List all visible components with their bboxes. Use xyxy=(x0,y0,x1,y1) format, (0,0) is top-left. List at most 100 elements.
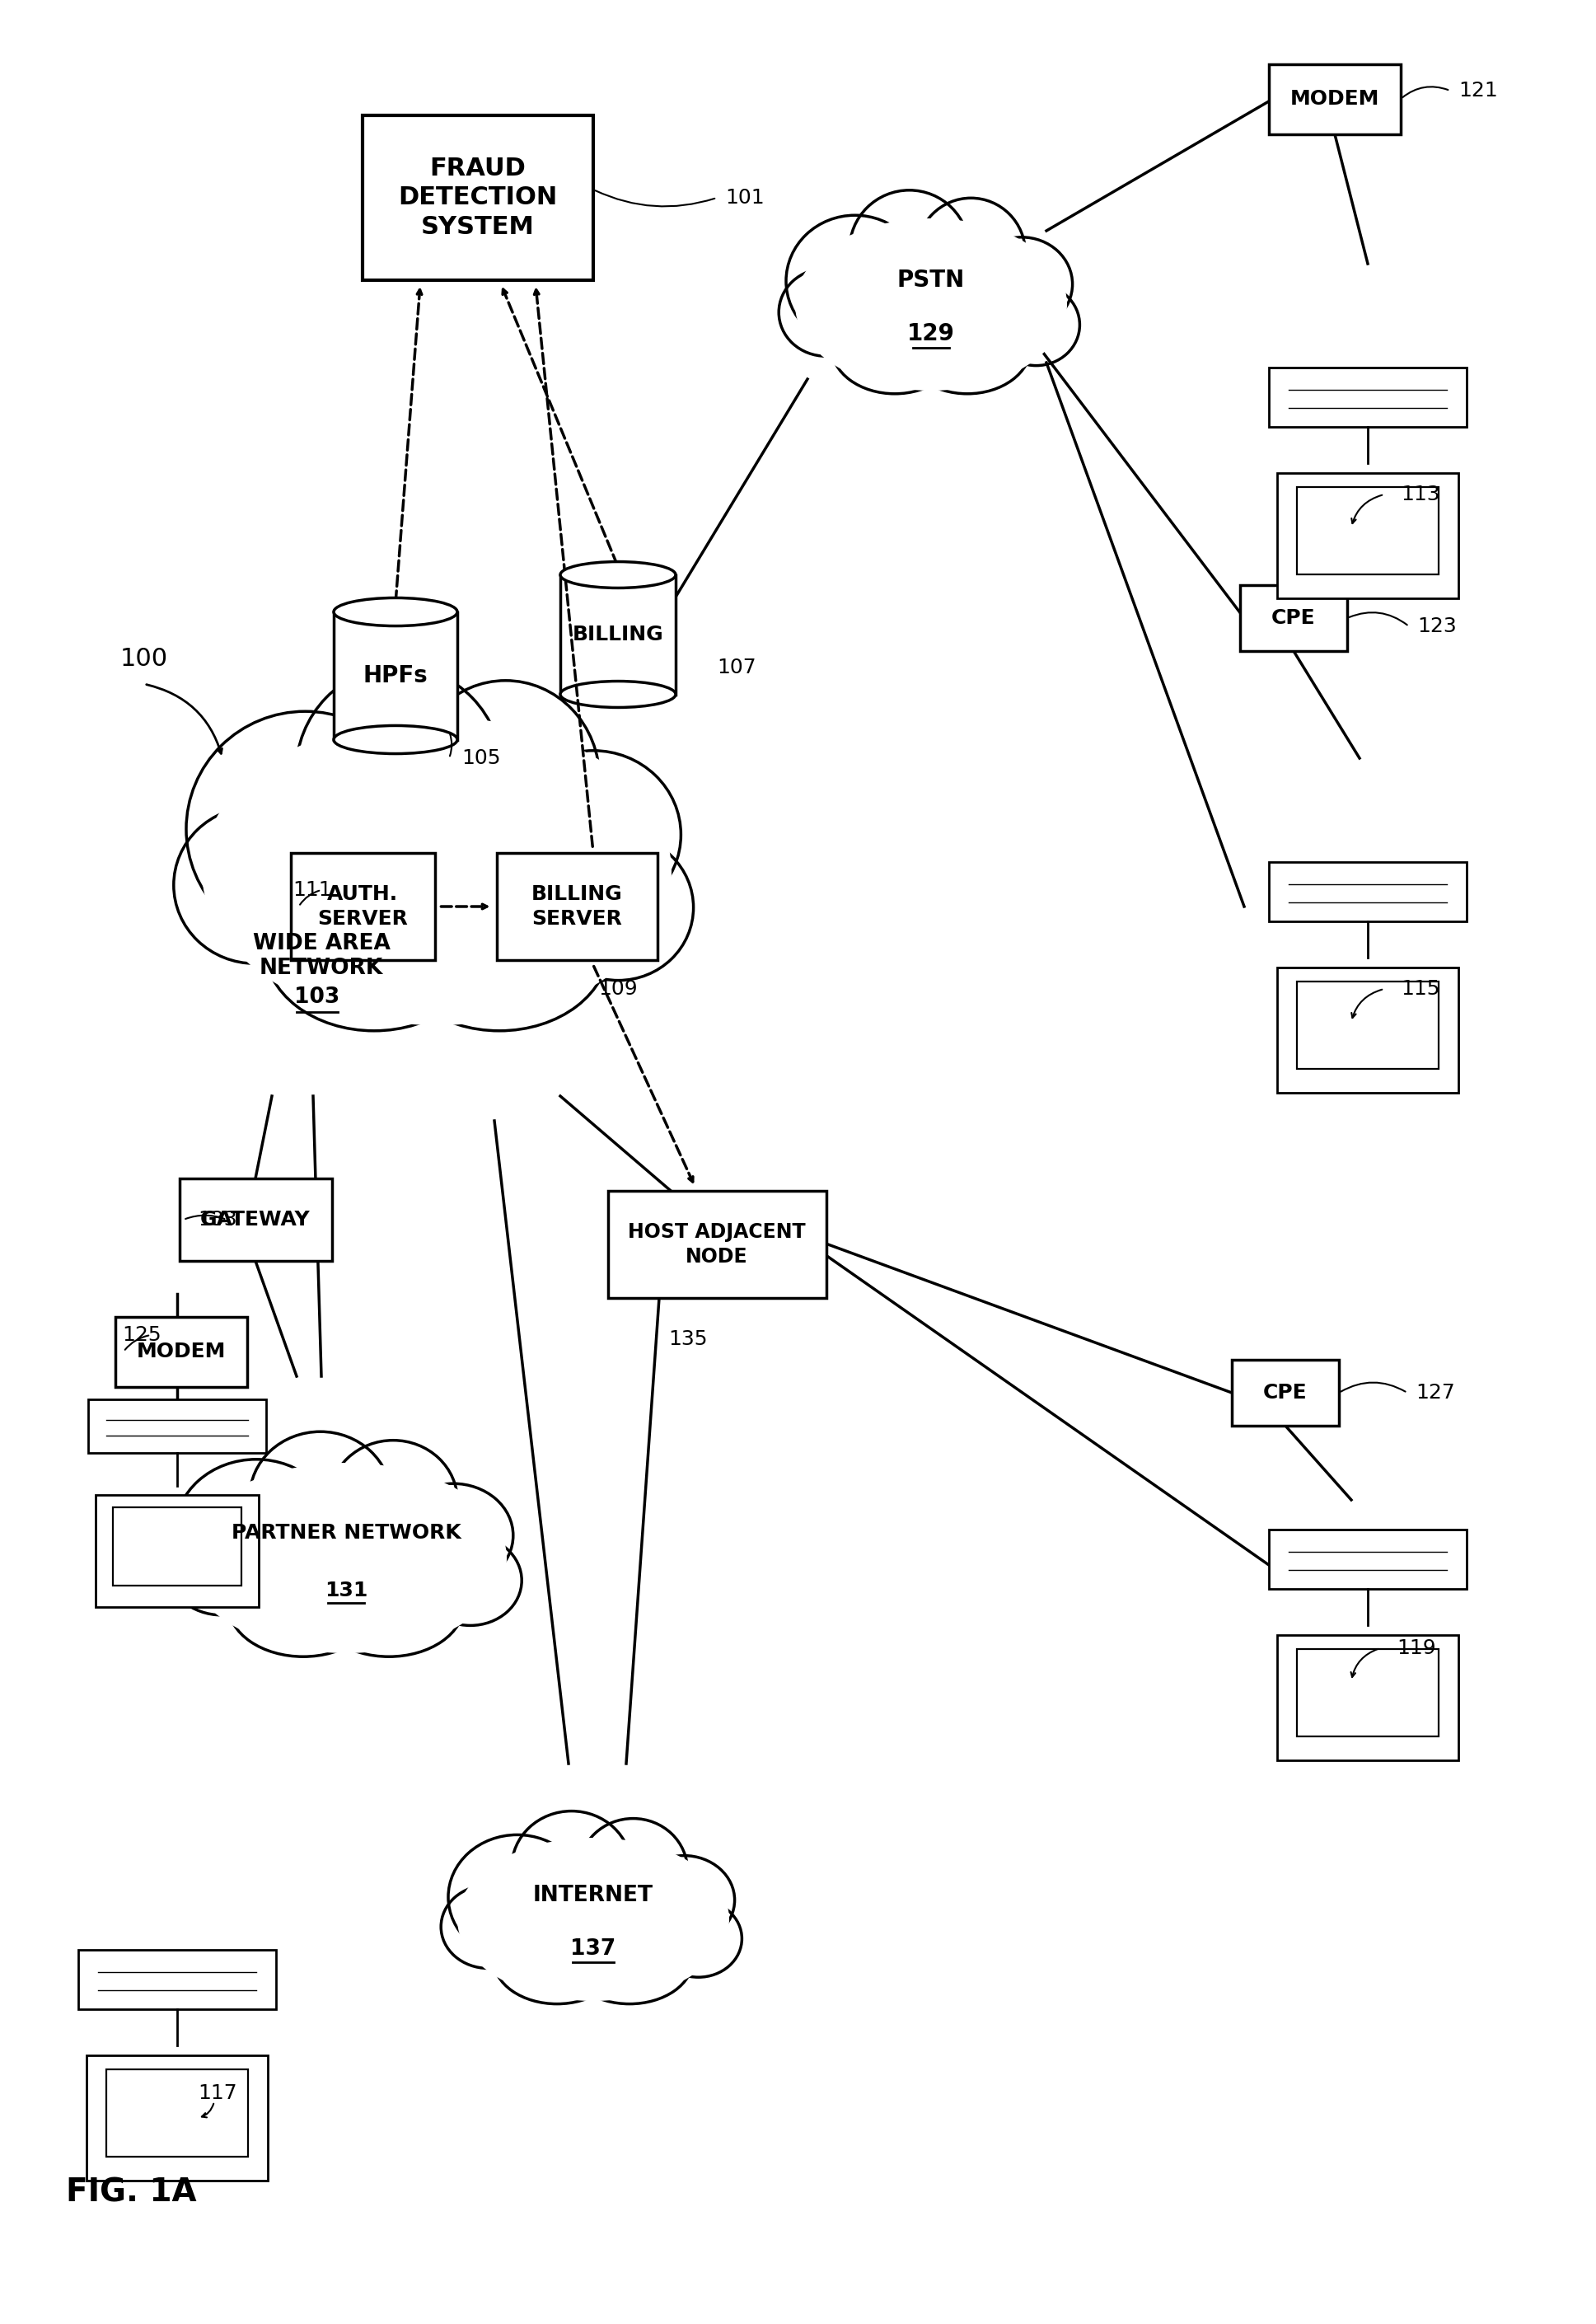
Ellipse shape xyxy=(295,667,503,878)
Bar xyxy=(115,1315,247,1387)
Ellipse shape xyxy=(249,1432,391,1564)
Ellipse shape xyxy=(187,711,425,946)
Ellipse shape xyxy=(903,300,1031,393)
Ellipse shape xyxy=(970,237,1073,330)
Bar xyxy=(113,1506,241,1585)
Ellipse shape xyxy=(543,834,693,981)
Bar xyxy=(362,116,594,281)
Bar xyxy=(107,2068,247,2157)
Ellipse shape xyxy=(440,1885,535,1968)
Ellipse shape xyxy=(185,1462,508,1652)
Text: CPE: CPE xyxy=(1264,1383,1307,1404)
Bar xyxy=(1298,1648,1438,1736)
Text: 100: 100 xyxy=(120,648,168,672)
Bar xyxy=(96,1494,259,1608)
Ellipse shape xyxy=(560,681,675,706)
Text: 119: 119 xyxy=(1396,1638,1436,1657)
Ellipse shape xyxy=(567,1915,693,2003)
Text: 109: 109 xyxy=(598,978,637,999)
Text: MODEM: MODEM xyxy=(137,1341,227,1362)
Text: INTERNET: INTERNET xyxy=(533,1885,653,1906)
Bar xyxy=(1269,63,1401,135)
Text: HOST ADJACENT
NODE: HOST ADJACENT NODE xyxy=(627,1222,806,1267)
Text: 101: 101 xyxy=(725,188,764,207)
Text: PARTNER NETWORK: PARTNER NETWORK xyxy=(231,1522,461,1543)
Ellipse shape xyxy=(493,1915,621,2003)
Ellipse shape xyxy=(314,1552,464,1657)
Text: 137: 137 xyxy=(570,1938,616,1959)
Ellipse shape xyxy=(560,562,675,588)
Text: GATEWAY: GATEWAY xyxy=(201,1211,311,1229)
Text: MODEM: MODEM xyxy=(1290,88,1379,109)
Ellipse shape xyxy=(448,1836,586,1959)
Bar xyxy=(334,611,458,739)
Text: 117: 117 xyxy=(198,2082,236,2103)
Text: 125: 125 xyxy=(121,1325,161,1346)
Ellipse shape xyxy=(265,862,484,1032)
Ellipse shape xyxy=(174,806,337,964)
Bar xyxy=(1269,1529,1467,1590)
Ellipse shape xyxy=(418,1536,522,1624)
Ellipse shape xyxy=(795,218,1068,390)
Ellipse shape xyxy=(634,1855,734,1945)
Text: FRAUD
DETECTION
SYSTEM: FRAUD DETECTION SYSTEM xyxy=(399,156,557,239)
Text: 103: 103 xyxy=(294,985,340,1009)
Ellipse shape xyxy=(849,191,969,309)
Bar xyxy=(86,2054,268,2180)
Ellipse shape xyxy=(174,1459,337,1604)
Ellipse shape xyxy=(512,1810,632,1924)
Text: 123: 123 xyxy=(1417,616,1457,637)
Ellipse shape xyxy=(787,216,924,346)
Bar xyxy=(1277,1636,1459,1759)
Ellipse shape xyxy=(389,862,610,1032)
Ellipse shape xyxy=(334,597,458,625)
Ellipse shape xyxy=(458,1838,729,2001)
Ellipse shape xyxy=(916,198,1025,307)
Bar xyxy=(1277,967,1459,1092)
Bar xyxy=(290,853,434,960)
Bar xyxy=(1269,862,1467,920)
Text: 131: 131 xyxy=(324,1580,367,1601)
Bar xyxy=(1269,367,1467,428)
Text: 135: 135 xyxy=(669,1329,707,1348)
Text: BILLING: BILLING xyxy=(573,625,664,644)
Ellipse shape xyxy=(506,751,681,918)
Ellipse shape xyxy=(832,300,958,393)
Bar xyxy=(88,1399,267,1452)
Bar xyxy=(560,574,675,695)
Text: AUTH.
SERVER: AUTH. SERVER xyxy=(318,885,409,930)
Text: WIDE AREA
NETWORK: WIDE AREA NETWORK xyxy=(252,932,389,978)
Ellipse shape xyxy=(579,1817,688,1922)
Ellipse shape xyxy=(993,284,1080,365)
Text: CPE: CPE xyxy=(1272,609,1315,627)
Bar xyxy=(78,1950,276,2010)
Text: 111: 111 xyxy=(292,881,332,899)
Bar xyxy=(1232,1360,1339,1425)
Bar xyxy=(179,1178,332,1262)
Ellipse shape xyxy=(654,1901,742,1978)
Text: 107: 107 xyxy=(717,658,757,676)
Bar xyxy=(1277,474,1459,597)
Text: 121: 121 xyxy=(1459,81,1497,100)
Bar xyxy=(496,853,658,960)
Bar xyxy=(1298,486,1438,574)
Ellipse shape xyxy=(393,1483,514,1587)
Ellipse shape xyxy=(228,1552,378,1657)
Text: 115: 115 xyxy=(1401,978,1440,999)
Ellipse shape xyxy=(166,1518,278,1615)
Bar xyxy=(608,1190,827,1299)
Text: BILLING
SERVER: BILLING SERVER xyxy=(531,885,622,930)
Text: 105: 105 xyxy=(461,748,501,767)
Ellipse shape xyxy=(412,681,600,876)
Text: PSTN: PSTN xyxy=(897,270,966,293)
Ellipse shape xyxy=(779,270,873,356)
Ellipse shape xyxy=(329,1441,458,1562)
Text: FIG. 1A: FIG. 1A xyxy=(65,2178,196,2208)
Bar xyxy=(1298,981,1438,1069)
Text: 133: 133 xyxy=(198,1211,236,1229)
Ellipse shape xyxy=(201,718,672,1025)
Bar xyxy=(1240,586,1347,651)
Text: 113: 113 xyxy=(1401,486,1440,504)
Text: HPFs: HPFs xyxy=(362,665,428,688)
Ellipse shape xyxy=(334,725,458,753)
